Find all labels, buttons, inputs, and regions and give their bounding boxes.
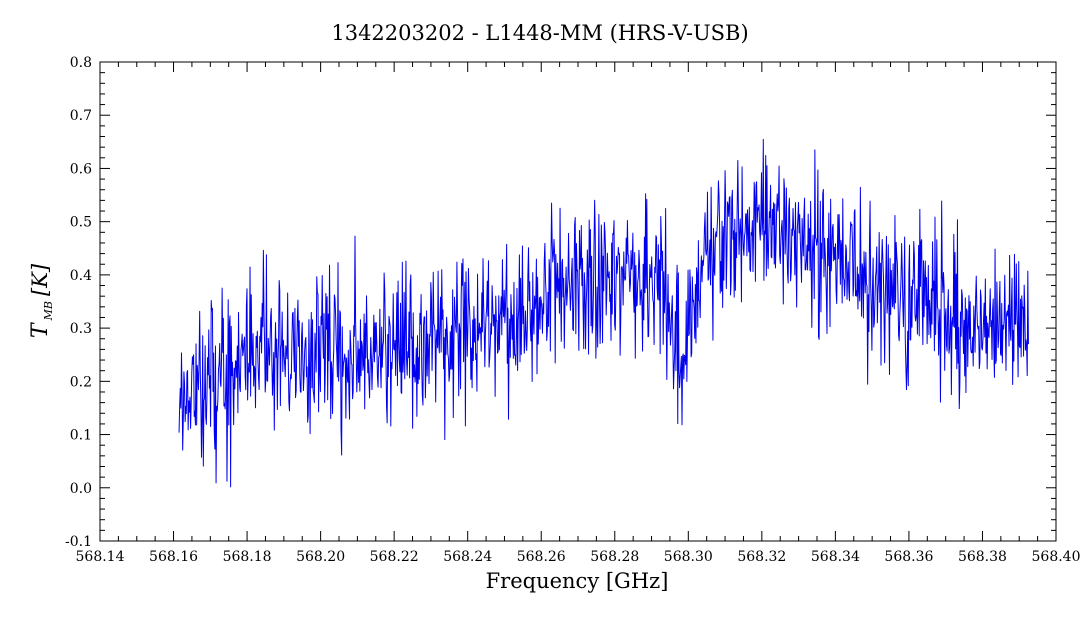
y-tick-label: 0.6 bbox=[70, 161, 92, 177]
x-tick-label: 568.40 bbox=[1032, 549, 1080, 565]
y-tick-labels: -0.1 0.0 0.1 0.2 0.3 0.4 0.5 0.6 0.7 0.8 bbox=[65, 55, 92, 550]
x-tick-label: 568.28 bbox=[590, 549, 639, 565]
y-axis-label: TMB [K] bbox=[28, 263, 55, 338]
x-tick-label: 568.38 bbox=[958, 549, 1007, 565]
x-tick-label: 568.20 bbox=[296, 549, 345, 565]
y-tick-label: 0.3 bbox=[70, 321, 92, 337]
y-axis-unit: [K] bbox=[28, 263, 52, 296]
y-tick-label: -0.1 bbox=[65, 534, 92, 550]
x-tick-label: 568.36 bbox=[884, 549, 933, 565]
y-axis-subscript: MB bbox=[42, 301, 55, 321]
y-tick-label: 0.0 bbox=[70, 481, 92, 497]
x-tick-label: 568.32 bbox=[737, 549, 786, 565]
x-axis-label: Frequency [GHz] bbox=[486, 569, 669, 593]
x-tick-label: 568.14 bbox=[76, 549, 125, 565]
y-tick-label: 0.2 bbox=[70, 374, 92, 390]
chart-title: 1342203202 - L1448-MM (HRS-V-USB) bbox=[331, 21, 748, 45]
y-tick-label: 0.7 bbox=[70, 108, 92, 124]
x-tick-label: 568.26 bbox=[517, 549, 566, 565]
spectrum-series-line bbox=[178, 138, 1029, 488]
x-tick-label: 568.16 bbox=[149, 549, 198, 565]
y-tick-label: 0.4 bbox=[70, 268, 92, 284]
y-tick-label: 0.5 bbox=[70, 215, 92, 231]
axis-ticks bbox=[99, 61, 1057, 542]
x-tick-labels: 568.14 568.16 568.18 568.20 568.22 568.24 568.… bbox=[76, 549, 1080, 565]
y-tick-label: 0.1 bbox=[70, 428, 92, 444]
y-axis-symbol: T bbox=[28, 321, 53, 338]
y-tick-label: 0.8 bbox=[70, 55, 92, 71]
series-group bbox=[178, 138, 1029, 488]
x-tick-label: 568.18 bbox=[223, 549, 272, 565]
x-tick-label: 568.24 bbox=[443, 549, 492, 565]
x-tick-label: 568.30 bbox=[664, 549, 713, 565]
x-tick-label: 568.34 bbox=[811, 549, 860, 565]
x-tick-label: 568.22 bbox=[370, 549, 419, 565]
